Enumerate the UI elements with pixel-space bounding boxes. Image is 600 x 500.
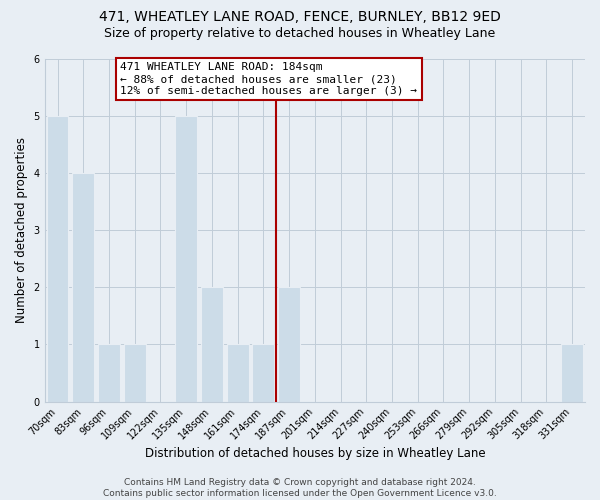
Bar [124,344,146,402]
Bar [47,116,68,402]
Bar [201,288,223,402]
Text: Size of property relative to detached houses in Wheatley Lane: Size of property relative to detached ho… [104,28,496,40]
Bar [561,344,583,402]
X-axis label: Distribution of detached houses by size in Wheatley Lane: Distribution of detached houses by size … [145,447,485,460]
Bar [278,288,300,402]
Bar [73,173,94,402]
Bar [227,344,248,402]
Bar [175,116,197,402]
Text: 471, WHEATLEY LANE ROAD, FENCE, BURNLEY, BB12 9ED: 471, WHEATLEY LANE ROAD, FENCE, BURNLEY,… [99,10,501,24]
Text: 471 WHEATLEY LANE ROAD: 184sqm
← 88% of detached houses are smaller (23)
12% of : 471 WHEATLEY LANE ROAD: 184sqm ← 88% of … [121,62,418,96]
Bar [98,344,120,402]
Bar [253,344,274,402]
Y-axis label: Number of detached properties: Number of detached properties [15,138,28,324]
Text: Contains HM Land Registry data © Crown copyright and database right 2024.
Contai: Contains HM Land Registry data © Crown c… [103,478,497,498]
